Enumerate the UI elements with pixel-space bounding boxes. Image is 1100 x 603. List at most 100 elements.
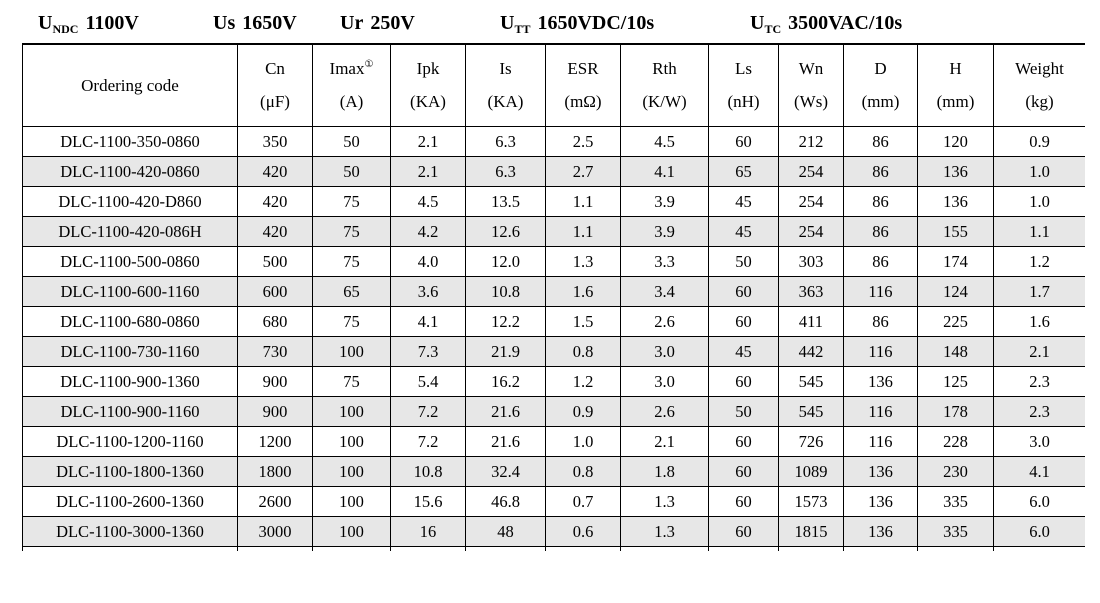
value-cell-esr: 1.5 bbox=[545, 307, 620, 337]
spec-row-DLC-1100-900-1360: DLC-1100-900-1360 900 75 5.4 16.2 1.2 3.0 60 545… bbox=[22, 367, 1085, 397]
value-cell-h: 125 bbox=[917, 367, 993, 397]
value-cell-wn: 545 bbox=[778, 367, 843, 397]
value-cell-ipk: 3.6 bbox=[390, 277, 465, 307]
border-stub-cell bbox=[993, 547, 1085, 551]
value-cell-is: 12.2 bbox=[465, 307, 545, 337]
value-cell-ipk: 4.0 bbox=[390, 247, 465, 277]
value-cell-ls: 45 bbox=[708, 217, 778, 247]
spec-row-DLC-1100-350-0860: DLC-1100-350-0860 350 50 2.1 6.3 2.5 4.5 60 212 8… bbox=[22, 127, 1085, 157]
rating-symbol-subscript: TC bbox=[764, 22, 782, 36]
value-cell-cn: 730 bbox=[237, 337, 312, 367]
value-cell-weight: 1.2 bbox=[993, 247, 1085, 277]
value-cell-is: 48 bbox=[465, 517, 545, 547]
value-cell-imax: 100 bbox=[312, 337, 390, 367]
value-cell-is: 21.6 bbox=[465, 397, 545, 427]
value-cell-weight: 4.1 bbox=[993, 457, 1085, 487]
spec-row-DLC-1100-420-086H: DLC-1100-420-086H 420 75 4.2 12.6 1.1 3.9 45 254… bbox=[22, 217, 1085, 247]
value-cell-weight: 1.0 bbox=[993, 157, 1085, 187]
value-cell-d: 116 bbox=[843, 427, 917, 457]
value-cell-weight: 6.0 bbox=[993, 487, 1085, 517]
ratings-title-bar: UNDC 1100V Us 1650V Ur 250V UTT 1650VDC/10s UTC 3… bbox=[22, 6, 1085, 43]
value-cell-d: 136 bbox=[843, 457, 917, 487]
ordering-code-cell: DLC-1100-1800-1360 bbox=[22, 457, 237, 487]
ordering-code-cell: DLC-1100-420-0860 bbox=[22, 157, 237, 187]
spec-row-DLC-1100-900-1160: DLC-1100-900-1160 900 100 7.2 21.6 0.9 2.6 50 54… bbox=[22, 397, 1085, 427]
value-cell-wn: 545 bbox=[778, 397, 843, 427]
value-cell-cn: 600 bbox=[237, 277, 312, 307]
value-cell-d: 136 bbox=[843, 367, 917, 397]
spec-row-DLC-1100-3000-1360: DLC-1100-3000-1360 3000 100 16 48 0.6 1.3 60 181… bbox=[22, 517, 1085, 547]
border-stub-cell bbox=[545, 547, 620, 551]
column-unit: (K/W) bbox=[642, 92, 687, 111]
value-cell-esr: 0.7 bbox=[545, 487, 620, 517]
column-label: D bbox=[874, 59, 887, 78]
column-label: Imax bbox=[329, 59, 365, 78]
value-cell-imax: 65 bbox=[312, 277, 390, 307]
value-cell-cn: 420 bbox=[237, 157, 312, 187]
value-cell-ls: 50 bbox=[708, 247, 778, 277]
spec-row-DLC-1100-1800-1360: DLC-1100-1800-1360 1800 100 10.8 32.4 0.8 1.8 6… bbox=[22, 457, 1085, 487]
column-label: Ordering code bbox=[81, 75, 179, 95]
value-cell-d: 116 bbox=[843, 277, 917, 307]
value-cell-ls: 45 bbox=[708, 187, 778, 217]
value-cell-rth: 1.8 bbox=[620, 457, 708, 487]
value-cell-imax: 100 bbox=[312, 427, 390, 457]
column-header-rth: Rth (K/W) bbox=[620, 45, 708, 127]
value-cell-h: 230 bbox=[917, 457, 993, 487]
column-label: H bbox=[949, 59, 962, 78]
value-cell-imax: 75 bbox=[312, 187, 390, 217]
value-cell-rth: 3.0 bbox=[620, 337, 708, 367]
title-rating-0: UNDC 1100V bbox=[38, 12, 139, 37]
value-cell-cn: 350 bbox=[237, 127, 312, 157]
value-cell-d: 116 bbox=[843, 397, 917, 427]
value-cell-weight: 0.9 bbox=[993, 127, 1085, 157]
value-cell-d: 86 bbox=[843, 307, 917, 337]
value-cell-is: 13.5 bbox=[465, 187, 545, 217]
column-unit: (mΩ) bbox=[564, 92, 602, 111]
value-cell-imax: 75 bbox=[312, 217, 390, 247]
ordering-code-cell: DLC-1100-2600-1360 bbox=[22, 487, 237, 517]
rating-value: 1650V bbox=[242, 12, 297, 34]
value-cell-ipk: 7.2 bbox=[390, 427, 465, 457]
ordering-code-cell: DLC-1100-500-0860 bbox=[22, 247, 237, 277]
value-cell-wn: 1089 bbox=[778, 457, 843, 487]
value-cell-ipk: 2.1 bbox=[390, 127, 465, 157]
column-label: Is bbox=[499, 59, 512, 78]
column-unit: (Ws) bbox=[794, 92, 828, 111]
spec-table: Ordering code Cn (μF) Imax① (A) Ipk (KA) Is (KA)… bbox=[22, 43, 1085, 551]
column-header-esr: ESR (mΩ) bbox=[545, 45, 620, 127]
spec-row-DLC-1100-730-1160: DLC-1100-730-1160 730 100 7.3 21.9 0.8 3.0 45 44… bbox=[22, 337, 1085, 367]
value-cell-imax: 75 bbox=[312, 307, 390, 337]
border-stub-cell bbox=[390, 547, 465, 551]
column-header-h: H (mm) bbox=[917, 45, 993, 127]
spec-table-body: DLC-1100-350-0860 350 50 2.1 6.3 2.5 4.5 60 212 8… bbox=[22, 127, 1085, 551]
ordering-code-cell: DLC-1100-420-D860 bbox=[22, 187, 237, 217]
value-cell-ls: 60 bbox=[708, 457, 778, 487]
value-cell-cn: 1200 bbox=[237, 427, 312, 457]
value-cell-ls: 65 bbox=[708, 157, 778, 187]
ordering-code-cell: DLC-1100-3000-1360 bbox=[22, 517, 237, 547]
value-cell-rth: 3.0 bbox=[620, 367, 708, 397]
value-cell-d: 86 bbox=[843, 157, 917, 187]
rating-value: 250V bbox=[370, 12, 415, 34]
value-cell-ls: 60 bbox=[708, 277, 778, 307]
value-cell-wn: 1573 bbox=[778, 487, 843, 517]
value-cell-ls: 50 bbox=[708, 397, 778, 427]
value-cell-h: 174 bbox=[917, 247, 993, 277]
value-cell-h: 136 bbox=[917, 157, 993, 187]
column-header-cn: Cn (μF) bbox=[237, 45, 312, 127]
value-cell-weight: 6.0 bbox=[993, 517, 1085, 547]
border-stub-cell bbox=[917, 547, 993, 551]
value-cell-is: 12.0 bbox=[465, 247, 545, 277]
value-cell-is: 21.9 bbox=[465, 337, 545, 367]
value-cell-ipk: 4.2 bbox=[390, 217, 465, 247]
ordering-code-cell: DLC-1100-420-086H bbox=[22, 217, 237, 247]
value-cell-wn: 303 bbox=[778, 247, 843, 277]
value-cell-esr: 1.3 bbox=[545, 247, 620, 277]
rating-symbol: U bbox=[38, 12, 53, 34]
value-cell-ipk: 7.3 bbox=[390, 337, 465, 367]
value-cell-cn: 3000 bbox=[237, 517, 312, 547]
column-unit: (A) bbox=[339, 92, 364, 111]
rating-value: 3500VAC/10s bbox=[788, 12, 903, 34]
value-cell-rth: 3.9 bbox=[620, 187, 708, 217]
